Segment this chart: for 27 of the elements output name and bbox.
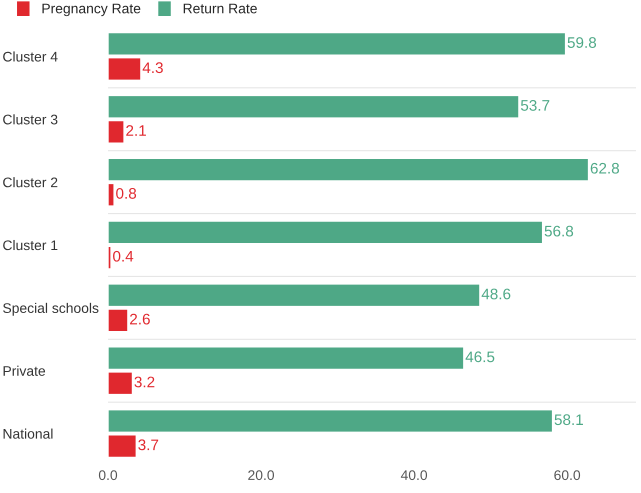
data-label: 58.1 bbox=[554, 414, 583, 426]
y-tick-label: Private bbox=[4, 366, 46, 376]
legend-label: Return Rate bbox=[184, 4, 257, 14]
legend-label: Pregnancy Rate bbox=[42, 4, 140, 16]
data-label: 62.8 bbox=[590, 162, 620, 174]
x-tick-label: 60.0 bbox=[554, 470, 580, 480]
x-tick-label: 0.0 bbox=[98, 470, 118, 480]
x-tick-label: 40.0 bbox=[400, 470, 428, 480]
y-tick-label: National bbox=[4, 428, 52, 439]
x-tick-label: 20.0 bbox=[248, 470, 274, 480]
y-tick-label: Cluster 4 bbox=[3, 51, 58, 62]
data-label: 56.8 bbox=[544, 226, 574, 237]
data-label: 0.4 bbox=[113, 250, 134, 262]
y-tick-label: Cluster 3 bbox=[3, 114, 58, 124]
data-label: 4.3 bbox=[142, 62, 163, 74]
data-label: 48.6 bbox=[482, 288, 510, 300]
y-tick-label: Cluster 1 bbox=[3, 240, 58, 250]
data-label: 0.8 bbox=[116, 188, 136, 199]
data-label: 3.7 bbox=[138, 439, 158, 450]
y-tick-label: Cluster 2 bbox=[3, 177, 58, 188]
data-label: 3.2 bbox=[134, 376, 154, 388]
data-label: 2.6 bbox=[130, 314, 150, 325]
data-label: 53.7 bbox=[520, 100, 550, 111]
data-label: 2.1 bbox=[126, 125, 146, 136]
data-label: 59.8 bbox=[568, 37, 596, 48]
y-tick-label: Special schools bbox=[3, 302, 98, 316]
data-label: 46.5 bbox=[466, 351, 494, 362]
